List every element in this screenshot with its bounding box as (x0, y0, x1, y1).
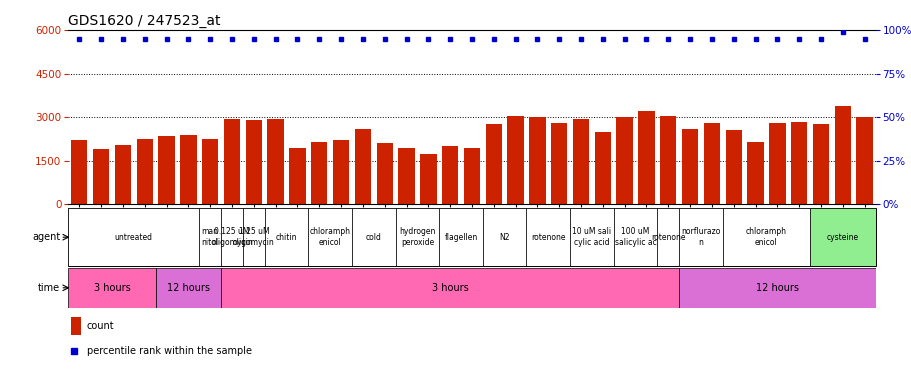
Bar (439, 208, 482, 266)
Bar (68, 208, 200, 266)
Bar (442, 146, 458, 204)
Bar (657, 208, 679, 266)
Bar (352, 208, 395, 266)
Bar (311, 142, 327, 204)
Bar (245, 120, 261, 204)
Text: agent: agent (32, 232, 60, 242)
Bar (679, 208, 722, 266)
Bar (594, 132, 610, 204)
Bar (289, 148, 305, 204)
Bar (569, 208, 613, 266)
Bar (790, 122, 806, 204)
Bar (725, 130, 741, 204)
Bar (809, 208, 875, 266)
Bar (746, 142, 763, 204)
Bar (71, 141, 87, 204)
Text: man
nitol: man nitol (201, 228, 219, 247)
Text: 3 hours: 3 hours (94, 283, 130, 293)
Bar (202, 139, 218, 204)
Bar (267, 118, 283, 204)
Text: chloramph
enicol: chloramph enicol (745, 228, 786, 247)
Bar (180, 135, 197, 204)
Bar (464, 148, 479, 204)
Bar (68, 268, 156, 308)
Text: percentile rank within the sample: percentile rank within the sample (87, 346, 251, 355)
Bar (572, 118, 589, 204)
Bar (482, 208, 526, 266)
Bar (679, 268, 875, 308)
Text: chloramph
enicol: chloramph enicol (310, 228, 351, 247)
Bar (156, 268, 220, 308)
Bar (528, 117, 545, 204)
Bar (660, 116, 676, 204)
Bar (507, 116, 523, 204)
Text: GDS1620 / 247523_at: GDS1620 / 247523_at (68, 13, 220, 28)
Text: norflurazo
n: norflurazo n (681, 228, 720, 247)
Text: 1.25 uM
oligomycin: 1.25 uM oligomycin (232, 228, 274, 247)
Bar (223, 118, 240, 204)
Text: chitin: chitin (275, 232, 297, 242)
Bar (834, 106, 850, 204)
Bar (768, 123, 784, 204)
Bar (398, 148, 415, 204)
Text: 12 hours: 12 hours (167, 283, 210, 293)
Text: untreated: untreated (115, 232, 153, 242)
Bar (115, 145, 131, 204)
Text: time: time (38, 283, 60, 293)
Text: rotenone: rotenone (650, 232, 685, 242)
Bar (159, 136, 175, 204)
Bar (137, 139, 153, 204)
Text: N2: N2 (499, 232, 509, 242)
Text: flagellen: flagellen (444, 232, 477, 242)
Bar (681, 129, 698, 204)
Text: 3 hours: 3 hours (431, 283, 468, 293)
Bar (812, 124, 828, 204)
Bar (485, 124, 501, 204)
Bar (638, 111, 654, 204)
Bar (420, 153, 436, 204)
Text: 0.125 uM
oligomycin: 0.125 uM oligomycin (211, 228, 252, 247)
Bar (333, 141, 349, 204)
Bar (71, 316, 80, 335)
Bar (308, 208, 352, 266)
Bar (613, 208, 657, 266)
Text: 100 uM
salicylic ac: 100 uM salicylic ac (614, 228, 656, 247)
Text: rotenone: rotenone (530, 232, 565, 242)
Bar (616, 117, 632, 204)
Text: 12 hours: 12 hours (755, 283, 798, 293)
Bar (703, 123, 720, 204)
Text: hydrogen
peroxide: hydrogen peroxide (399, 228, 435, 247)
Text: cysteine: cysteine (826, 232, 858, 242)
Bar (855, 117, 872, 204)
Bar (220, 208, 242, 266)
Text: 10 uM sali
cylic acid: 10 uM sali cylic acid (572, 228, 611, 247)
Text: count: count (87, 321, 114, 331)
Bar (376, 143, 393, 204)
Bar (93, 149, 109, 204)
Bar (550, 123, 567, 204)
Bar (220, 268, 679, 308)
Bar (722, 208, 809, 266)
Bar (354, 129, 371, 204)
Bar (242, 208, 264, 266)
Bar (526, 208, 569, 266)
Text: cold: cold (365, 232, 382, 242)
Bar (395, 208, 439, 266)
Bar (200, 208, 220, 266)
Bar (264, 208, 308, 266)
